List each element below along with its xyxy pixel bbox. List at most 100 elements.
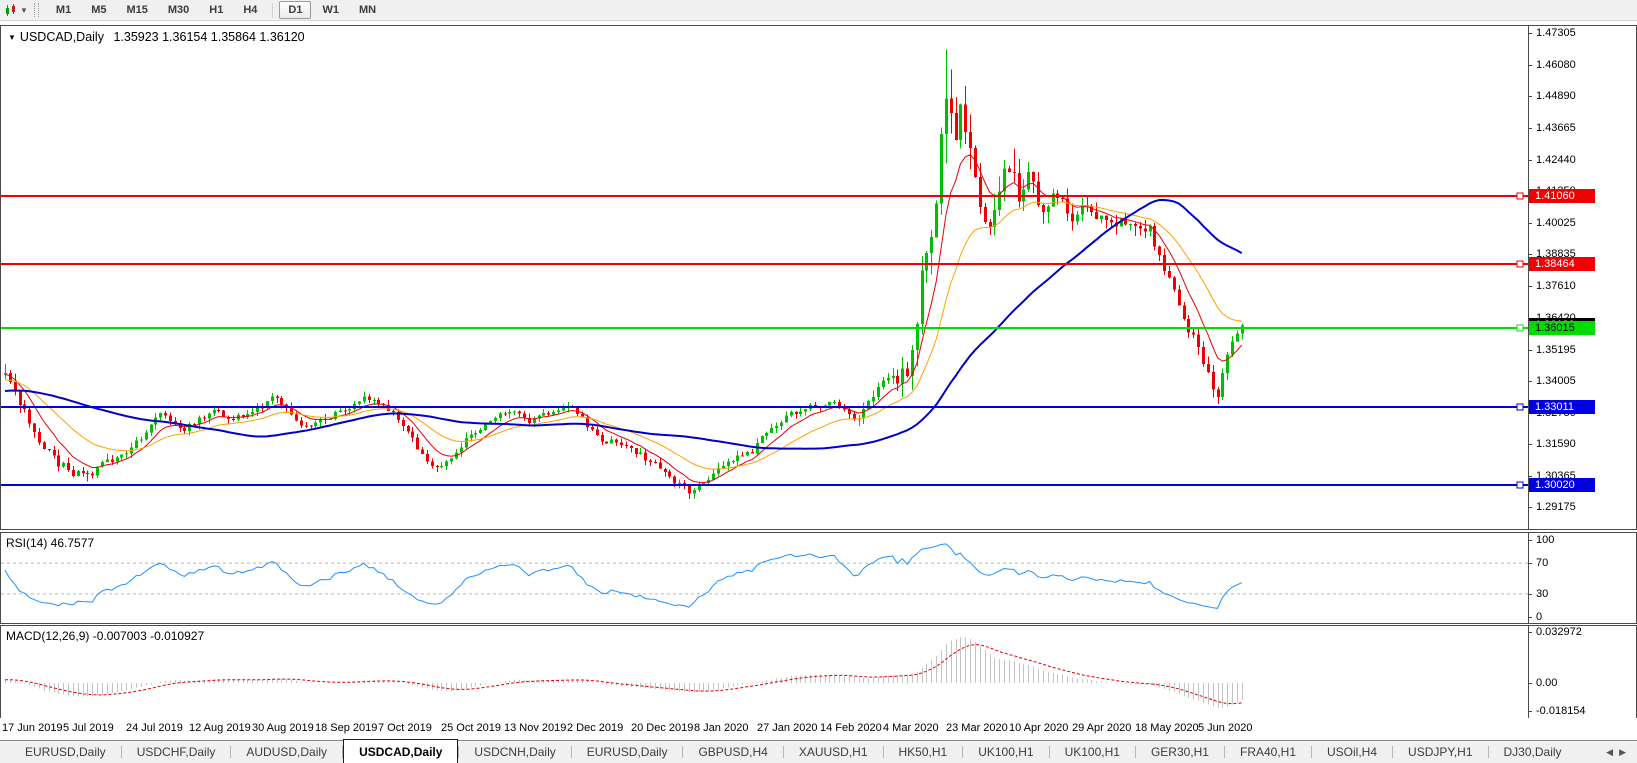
axis-tick-label: 1.29175 <box>1536 501 1576 513</box>
tab-separator <box>342 746 344 758</box>
macd-indicator-label: MACD(12,26,9) -0.007003 -0.010927 <box>6 629 205 643</box>
axis-tick-label: 1.36420 <box>1536 312 1576 324</box>
time-axis-label: 18 May 2020 <box>1135 722 1199 734</box>
tab-separator <box>682 746 684 758</box>
tab-separator <box>1048 746 1050 758</box>
chart-tab-usdcnh-daily[interactable]: USDCNH,Daily <box>474 745 556 759</box>
time-axis-label: 29 Apr 2020 <box>1072 722 1132 734</box>
time-axis-label: 20 Dec 2019 <box>631 722 694 734</box>
axis-tick-label: 1.42440 <box>1536 154 1576 166</box>
tab-separator <box>1134 746 1136 758</box>
timeframe-button-m15[interactable]: M15 <box>126 4 148 16</box>
chart-tab-eurusd-daily[interactable]: EURUSD,Daily <box>586 745 668 759</box>
time-axis-label: 5 Jun 2020 <box>1198 722 1253 734</box>
chart-tab-usdjpy-h1[interactable]: USDJPY,H1 <box>1408 745 1473 759</box>
chart-tool-icon[interactable] <box>4 3 19 18</box>
level-handle[interactable] <box>1516 260 1524 268</box>
toolbar-separator <box>272 2 274 18</box>
axis-tick-label: 30 <box>1536 588 1549 600</box>
chart-tab-fra40-h1[interactable]: FRA40,H1 <box>1239 745 1297 759</box>
price-plot[interactable] <box>1 26 1528 527</box>
timeframe-button-mn[interactable]: MN <box>358 4 377 16</box>
chart-tab-uk100-h1[interactable]: UK100,H1 <box>978 745 1034 759</box>
timeframe-button-m30[interactable]: M30 <box>167 4 190 16</box>
time-axis-label: 4 Mar 2020 <box>883 722 939 734</box>
chart-tab-ger30-h1[interactable]: GER30,H1 <box>1150 745 1209 759</box>
chart-tab-usdcad-daily[interactable]: USDCAD,Daily <box>343 739 459 763</box>
time-axis-label: 27 Jan 2020 <box>757 722 818 734</box>
tab-scroll-right-icon[interactable]: ▶ <box>1619 746 1626 757</box>
chart-tab-eurusd-daily[interactable]: EURUSD,Daily <box>25 745 106 759</box>
chart-tab-usdchf-daily[interactable]: USDCHF,Daily <box>136 745 216 759</box>
rsi-line <box>4 543 1243 609</box>
axis-tick-label: 0.032972 <box>1536 626 1582 638</box>
timeframe-button-m5[interactable]: M5 <box>91 4 107 16</box>
chart-tab-gbpusd-h4[interactable]: GBPUSD,H4 <box>698 745 768 759</box>
time-axis-label: 25 Oct 2019 <box>441 722 501 734</box>
time-axis[interactable]: 17 Jun 2019 5 Jul 2019 24 Jul 2019 12 Aug 2… <box>0 718 1637 739</box>
tab-separator <box>1223 746 1225 758</box>
time-axis-label: 5 Jul 2019 <box>63 722 114 734</box>
chart-tab-audusd-daily[interactable]: AUDUSD,Daily <box>246 745 328 759</box>
axis-tick-label: -0.018154 <box>1536 705 1586 717</box>
ma-lines <box>4 154 1243 484</box>
chart-symbol-label: USDCAD,Daily <box>19 30 104 44</box>
tab-separator <box>962 746 964 758</box>
level-handle[interactable] <box>1516 192 1524 200</box>
axis-tick-label: 1.34005 <box>1536 375 1576 387</box>
axis-tick-label: 1.31590 <box>1536 438 1576 450</box>
level-price-label: 1.33011 <box>1529 400 1595 414</box>
chart-tab-uk100-h1[interactable]: UK100,H1 <box>1064 745 1120 759</box>
level-price-label: 1.41060 <box>1529 189 1595 203</box>
tab-separator <box>882 746 884 758</box>
axis-tick-label: 1.43665 <box>1536 122 1576 134</box>
time-axis-label: 23 Mar 2020 <box>946 722 1008 734</box>
timeframe-button-d1[interactable]: D1 <box>279 1 312 19</box>
chevron-down-icon[interactable]: ▼ <box>20 5 28 15</box>
time-axis-label: 17 Jun 2019 <box>2 722 63 734</box>
rsi-indicator-label: RSI(14) 46.7577 <box>6 536 95 550</box>
tab-separator <box>120 746 122 758</box>
horizontal-level-lines[interactable] <box>1 192 1528 489</box>
chart-ohlc-values: 1.35923 1.36154 1.35864 1.36120 <box>113 30 305 44</box>
level-handle[interactable] <box>1516 403 1524 411</box>
tab-separator <box>1487 746 1489 758</box>
timeframe-button-h4[interactable]: H4 <box>243 4 258 16</box>
time-axis-label: 24 Jul 2019 <box>126 722 183 734</box>
main-chart-panel[interactable]: 1.47305 1.46080 1.44890 1.43665 1.42440 1.412… <box>0 25 1637 530</box>
axis-tick-label: 1.47305 <box>1536 27 1576 39</box>
chart-tab-dj30-daily[interactable]: DJ30,Daily <box>1503 745 1562 759</box>
time-axis-label: 30 Aug 2019 <box>252 722 314 734</box>
rsi-panel[interactable]: 100 70 30 0 RSI(14) 46.7577 <box>0 532 1637 624</box>
axis-tick-label: 1.46080 <box>1536 59 1576 71</box>
timeframe-button-w1[interactable]: W1 <box>322 4 339 16</box>
axis-tick-label: 1.44890 <box>1536 90 1576 102</box>
chart-tab-xauusd-h1[interactable]: XAUUSD,H1 <box>798 745 868 759</box>
macd-panel[interactable]: 0.032972 0.00 -0.018154 MACD(12,26,9) -0.0… <box>0 625 1637 720</box>
tab-separator <box>1311 746 1313 758</box>
rsi-plot[interactable] <box>1 533 1528 621</box>
current-price-label: 1.36120 <box>1529 318 1595 332</box>
time-axis-label: 18 Sep 2019 <box>315 722 378 734</box>
axis-tick-label: 1.30365 <box>1536 470 1576 482</box>
chart-tab-usoil-h4[interactable]: USOil,H4 <box>1327 745 1378 759</box>
tab-separator <box>782 746 784 758</box>
macd-plot[interactable] <box>1 626 1528 717</box>
price-axis-separator <box>1528 26 1529 529</box>
axis-tick-label: 70 <box>1536 557 1549 569</box>
tab-scroll-left-icon[interactable]: ◀ <box>1606 746 1614 757</box>
level-price-label: 1.30020 <box>1529 478 1595 492</box>
chart-tab-hk50-h1[interactable]: HK50,H1 <box>898 745 948 759</box>
level-handle[interactable] <box>1516 481 1524 489</box>
toolbar-grip[interactable] <box>33 3 39 17</box>
collapse-triangle-icon[interactable]: ▼ <box>8 33 16 42</box>
axis-tick-label: 1.38835 <box>1536 248 1576 260</box>
time-axis-label: 7 Oct 2019 <box>378 722 432 734</box>
axis-tick-label: 0.00 <box>1536 677 1558 689</box>
timeframe-button-h1[interactable]: H1 <box>209 4 224 16</box>
axis-tick-label: 1.35195 <box>1536 344 1576 356</box>
level-handle[interactable] <box>1516 324 1524 332</box>
axis-tick-label: 1.32780 <box>1536 407 1576 419</box>
timeframe-button-m1[interactable]: M1 <box>55 4 72 16</box>
tab-separator <box>230 746 232 758</box>
